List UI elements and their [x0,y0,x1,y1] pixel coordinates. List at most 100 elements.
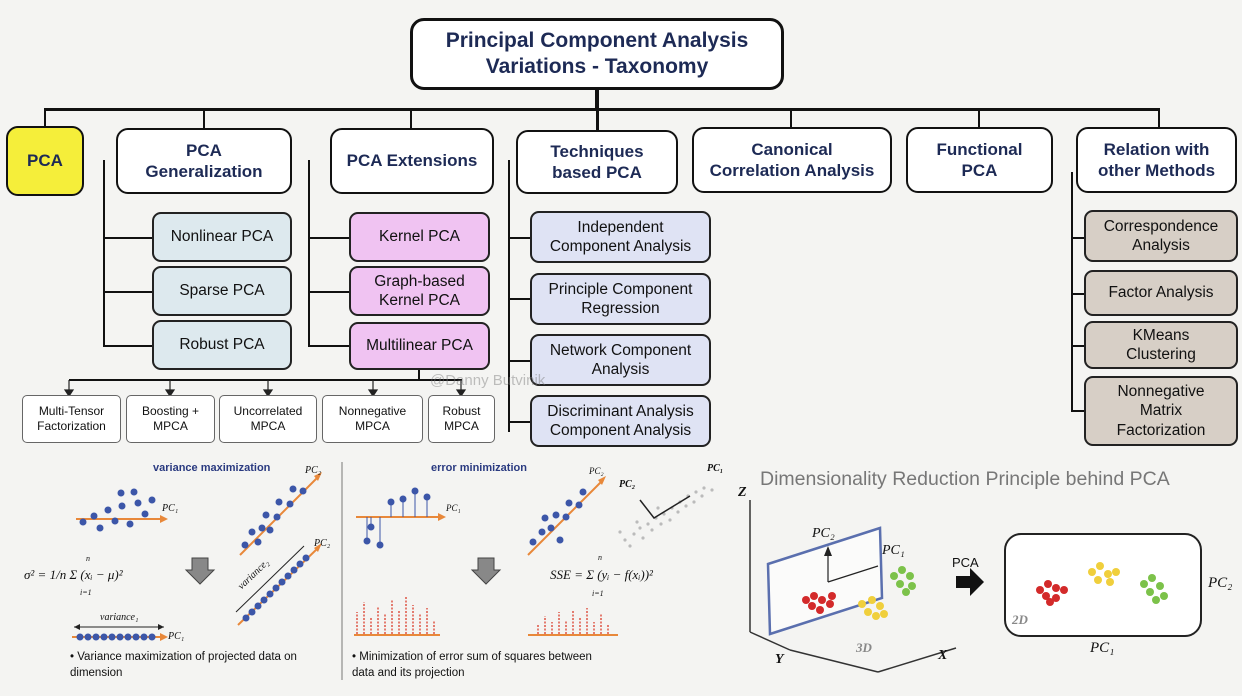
axis-z: Z [738,485,747,500]
sparse-pca: Sparse PCA [152,266,292,316]
error-cloud-axes [639,495,691,519]
gen-branch-2 [103,291,153,293]
cloud-pc1-label: PC₁ [707,463,724,474]
technique-nca: Network Component Analysis [530,334,711,386]
tech-branch-3 [508,360,530,362]
axis-y: Y [775,652,784,667]
axis-x: X [938,648,948,663]
ext-branch-3 [308,345,350,347]
error-bullet-text: Minimization of error sum of squares bet… [352,651,592,679]
error-heading: error minimization [431,462,527,474]
drop-techniques [596,108,599,132]
error-residual-bars-2 [537,608,609,634]
error-scatter-2 [527,476,606,556]
title-stem [595,88,599,110]
variance-scatter-2 [239,472,322,556]
error-pc1-label: PC₁ [446,503,461,513]
error-sum-bottom: i=1 [592,589,604,598]
kernel-pca: Kernel PCA [349,212,490,262]
gen-branch-1 [103,237,153,239]
variance-projection-horizontal [72,624,168,641]
error-cloud [618,486,714,548]
cluster-green-2d [1140,574,1168,604]
top-bus [44,108,1160,111]
tech-trunk [508,160,510,432]
relation-factor: Factor Analysis [1084,270,1238,316]
error-sum-top: n [598,553,602,562]
variance-formula: σ² = 1/n Σ (xᵢ − μ)² [24,567,123,582]
variance-pc1-label-2: PC₁ [168,631,185,642]
variance-heading: variance maximization [153,462,271,474]
rel-branch-1 [1071,237,1085,239]
cloud-pc2-label: PC₂ [619,479,636,490]
variance-sum-bottom: i=1 [80,588,92,597]
error-scatter-1 [356,487,446,549]
pca-arrow-icon [956,568,984,596]
error-pc2-label: PC₂ [589,466,604,476]
robust-pca: Robust PCA [152,320,292,370]
pca-extensions-box: PCA Extensions [330,128,494,194]
pca-generalization-box: PCA Generalization [116,128,292,194]
dimred-heading: Dimensionality Reduction Principle behin… [760,468,1170,490]
cluster-yellow-2d [1088,562,1120,586]
technique-discriminant: Discriminant Analysis Component Analysis [530,395,711,447]
diagram-title: Principal Component Analysis Variations … [410,18,784,90]
mpca-bus [69,379,462,381]
variance-down-arrow [184,557,216,585]
variance-pc1-label: PC₁ [162,503,179,514]
ext-branch-1 [308,237,350,239]
watermark: @Danny Butvinik [430,372,546,389]
pca-box: PCA [6,126,84,196]
rel-branch-4 [1071,410,1085,412]
pc-plane [766,526,884,636]
graph-kernel-pca: Graph-based Kernel PCA [349,266,490,316]
cluster-green-3d [890,566,916,596]
drop-extensions [410,108,412,128]
dimred-3d [749,500,957,673]
error-residual-bars-1 [356,596,435,634]
drop-functional [978,108,980,128]
cluster-yellow-3d [858,596,888,620]
techniques-box: Techniques based PCA [516,130,678,194]
relation-kmeans: KMeans Clustering [1084,321,1238,369]
error-bullet: • Minimization of error sum of squares b… [352,651,592,679]
drop-generalization [203,108,205,128]
technique-pcr: Principle Component Regression [530,273,711,325]
error-down-arrow [470,557,502,585]
ext-branch-2 [308,291,350,293]
plane-pc2-label: PC₂ [812,526,835,541]
cluster-red-3d [802,592,836,614]
relation-nmf: Nonnegative Matrix Factorization [1084,376,1238,446]
gen-branch-3 [103,345,153,347]
drop-pca [44,108,46,128]
drop-canonical [790,108,792,128]
variance1-label: variance₁ [100,612,139,623]
canonical-box: Canonical Correlation Analysis [692,127,892,193]
mpca-child-1: Multi-Tensor Factorization [22,395,121,443]
pca-arrow-label: PCA [952,555,979,570]
variance-bullet: • Variance maximization of projected dat… [70,651,297,679]
box-pc1-label: PC₁ [1090,640,1115,656]
pc-2d-box [1004,533,1202,637]
variance-pc2-label-2: PC₂ [314,538,331,549]
rel-branch-2 [1071,293,1085,295]
variance-projection-diagonal [235,543,322,626]
mpca-stem [418,368,420,379]
cluster-red-2d [1036,580,1068,606]
drop-relation [1158,108,1160,128]
ext-trunk [308,160,310,346]
mpca-child-3: Uncorrelated MPCA [219,395,317,443]
label-2d: 2D [1012,612,1028,627]
tech-branch-4 [508,421,530,423]
variance-scatter-1 [76,488,168,532]
mpca-child-5: Robust MPCA [428,395,495,443]
multilinear-pca: Multilinear PCA [349,322,490,370]
technique-ica: Independent Component Analysis [530,211,711,263]
mpca-child-4: Nonnegative MPCA [322,395,423,443]
variance-sum-top: n [86,554,90,563]
nonlinear-pca: Nonlinear PCA [152,212,292,262]
relation-correspondence: Correspondence Analysis [1084,210,1238,262]
functional-box: Functional PCA [906,127,1053,193]
